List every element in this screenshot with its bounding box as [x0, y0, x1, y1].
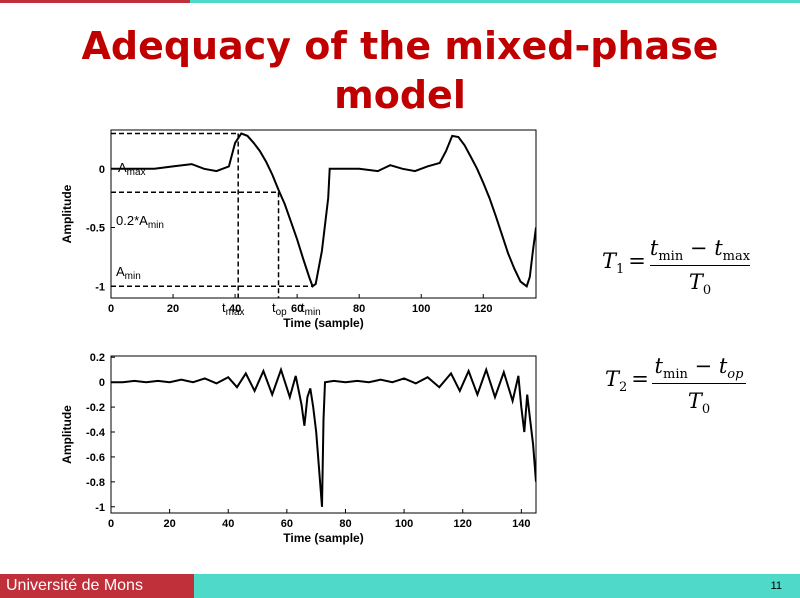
x-tick-label: 60 — [281, 518, 293, 530]
slide-title-line2: model — [334, 73, 466, 117]
formula-t2-numerator: tmin − top — [650, 354, 748, 382]
x-tick-label: 40 — [229, 303, 241, 315]
formula-t1-denominator: T0 — [648, 270, 752, 298]
formula-t2-fraction-bar — [652, 383, 746, 384]
y-tick-label: 0.2 — [90, 352, 105, 364]
annotation-02amin: 0.2*Amin — [116, 213, 164, 231]
annotation-top: top — [272, 300, 287, 318]
series-line — [111, 132, 536, 288]
formula-t2-lhs: T2 = — [605, 367, 649, 395]
annotation-tmin: tmin — [301, 300, 321, 318]
formula-t1-minus: − — [689, 236, 708, 260]
footer-university-name: Université de Mons — [6, 577, 143, 594]
x-tick-label: 120 — [474, 303, 492, 315]
annotation-amin: Amin — [116, 264, 141, 282]
formula-t1-den: T — [688, 270, 703, 294]
formula-t2-denominator: T0 — [650, 389, 748, 417]
formula-t2-num-a: t — [654, 354, 663, 378]
y-tick-label: -1 — [95, 281, 105, 293]
formula-t2-den: T — [687, 389, 702, 413]
formula-t1-num-a: t — [649, 236, 659, 260]
x-tick-label: 80 — [353, 303, 365, 315]
x-tick-label: 20 — [163, 518, 175, 530]
formula-t1-numerator: tmin − tmax — [648, 236, 752, 264]
y-axis-label: Amplitude — [60, 184, 74, 243]
formula-t2-num-b: t — [718, 354, 728, 378]
y-tick-label: -0.4 — [86, 427, 106, 439]
x-tick-label: 120 — [454, 518, 472, 530]
annotation-tmax: tmax — [222, 300, 245, 318]
x-tick-label: 80 — [339, 518, 351, 530]
y-tick-label: -0.5 — [86, 223, 105, 235]
formula-t1-symbol: T — [602, 249, 617, 273]
y-tick-label: -0.2 — [86, 402, 105, 414]
formula-t2-symbol: T — [605, 367, 620, 391]
formula-t1-num-b-sub: max — [722, 249, 751, 264]
formula-t1-den-sub: 0 — [702, 283, 712, 298]
x-tick-label: 40 — [222, 518, 234, 530]
x-tick-label: 0 — [108, 518, 114, 530]
footer-red-band — [0, 574, 194, 598]
slide-title-line1: Adequacy of the mixed-phase — [81, 24, 719, 68]
y-tick-label: -0.6 — [86, 452, 105, 464]
slide-title: Adequacy of the mixed-phase model — [60, 22, 740, 120]
x-tick-label: 100 — [395, 518, 413, 530]
plot-frame — [110, 129, 537, 299]
series-line — [111, 366, 536, 507]
formula-t1-lhs: T1 = — [602, 249, 646, 277]
formula-t2-minus: − — [694, 354, 713, 378]
top-accent-teal — [190, 0, 800, 3]
formula-t1-num-a-sub: min — [658, 249, 684, 264]
plot-frame — [110, 355, 537, 514]
x-tick-label: 60 — [291, 303, 303, 315]
x-tick-label: 100 — [412, 303, 430, 315]
y-axis-label: Amplitude — [60, 405, 74, 464]
formula-t1-subscript: 1 — [616, 262, 625, 277]
page-number: 11 — [770, 580, 782, 592]
y-tick-label: 0 — [99, 164, 105, 176]
x-tick-label: 140 — [512, 518, 530, 530]
top-accent-red — [0, 0, 190, 3]
y-tick-label: -1 — [95, 502, 105, 514]
y-tick-label: 0 — [99, 377, 105, 389]
x-tick-label: 20 — [167, 303, 179, 315]
annotation-amax: Amax — [118, 160, 146, 178]
x-tick-label: 0 — [108, 303, 114, 315]
y-tick-label: -0.8 — [86, 477, 105, 489]
formula-t2-subscript: 2 — [619, 380, 628, 395]
formula-t1-fraction-bar — [650, 265, 750, 266]
formula-t2-num-a-sub: min — [663, 367, 688, 382]
formula-t1-num-b: t — [714, 236, 723, 260]
x-axis-label: Time (sample) — [283, 316, 363, 330]
formula-t2-num-b-sub: op — [727, 367, 744, 382]
chart-glottal-flow-derivative: 0 20 40 60 80 100 120 0 -0.5 -1 Time (sample) Ampli… — [60, 129, 537, 330]
formula-t2-den-sub: 0 — [701, 402, 711, 417]
footer-teal-band — [194, 574, 800, 598]
x-axis-label: Time (sample) — [283, 531, 363, 545]
